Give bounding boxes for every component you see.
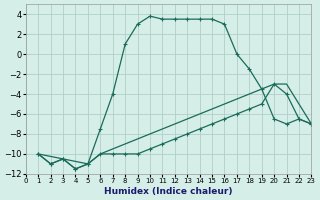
X-axis label: Humidex (Indice chaleur): Humidex (Indice chaleur) bbox=[104, 187, 233, 196]
